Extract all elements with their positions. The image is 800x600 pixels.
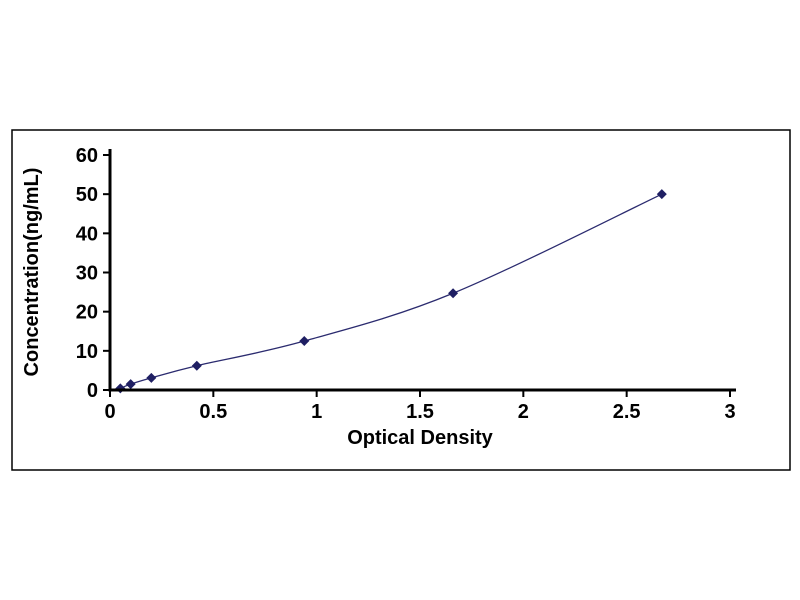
x-axis-title: Optical Density xyxy=(347,427,493,449)
y-tick-label: 60 xyxy=(76,145,98,167)
chart-frame xyxy=(11,129,791,471)
y-tick-label: 0 xyxy=(87,380,98,402)
data-point-marker xyxy=(656,189,667,200)
x-tick-label: 3 xyxy=(724,401,735,423)
x-tick-label: 1.5 xyxy=(406,401,434,423)
y-tick-label: 10 xyxy=(76,341,98,363)
y-axis-ticks: 0 10 20 30 40 50 60 xyxy=(76,145,110,402)
x-tick-label: 0 xyxy=(104,401,115,423)
data-markers xyxy=(115,189,667,394)
data-point-marker xyxy=(299,336,310,347)
y-tick-label: 20 xyxy=(76,302,98,324)
x-tick-label: 2 xyxy=(518,401,529,423)
y-tick-label: 40 xyxy=(76,223,98,245)
data-point-marker xyxy=(448,288,459,299)
x-axis-ticks: 0 0.5 1 1.5 2 2.5 3 xyxy=(104,390,736,423)
y-tick-label: 50 xyxy=(76,184,98,206)
x-tick-label: 2.5 xyxy=(613,401,641,423)
x-tick-label: 1 xyxy=(311,401,322,423)
y-axis-title: Concentration(ng/mL) xyxy=(21,168,43,377)
data-point-marker xyxy=(191,360,202,371)
curve-line xyxy=(120,193,663,390)
x-tick-label: 0.5 xyxy=(199,401,227,423)
data-point-marker xyxy=(125,379,136,390)
data-point-marker xyxy=(146,372,157,383)
y-tick-label: 30 xyxy=(76,263,98,285)
data-point-marker xyxy=(115,383,126,394)
